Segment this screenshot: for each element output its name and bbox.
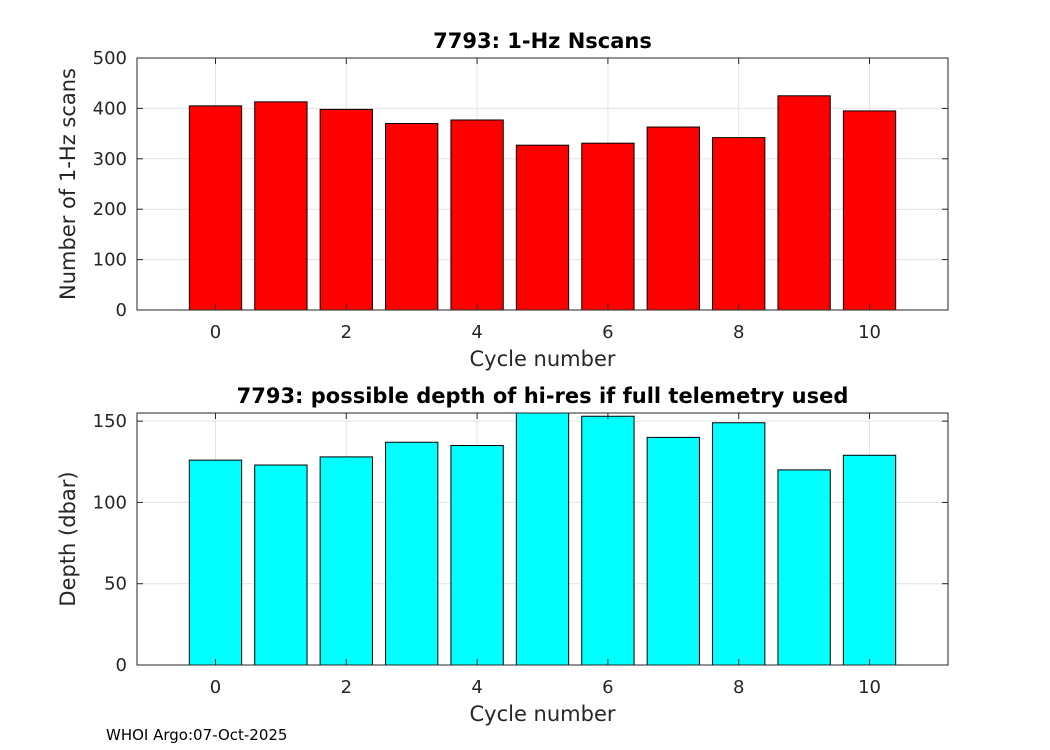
bar-cycle-10 <box>842 454 897 666</box>
y-tick-label: 100 <box>93 492 127 513</box>
x-tick-label: 0 <box>210 322 221 343</box>
y-tick-label: 100 <box>93 250 127 271</box>
y-tick-label: 150 <box>93 411 127 432</box>
y-tick-label: 400 <box>93 98 127 119</box>
bar-cycle-2 <box>319 108 373 311</box>
bar-cycle-4 <box>450 119 504 311</box>
x-tick-label: 2 <box>341 677 352 698</box>
x-tick-label: 2 <box>341 322 352 343</box>
y-axis-label: Depth (dbar) <box>56 471 80 606</box>
x-tick-label: 8 <box>733 677 744 698</box>
x-tick-label: 10 <box>858 677 881 698</box>
x-tick-label: 10 <box>858 322 881 343</box>
x-tick-label: 4 <box>471 677 482 698</box>
bar-cycle-5 <box>515 412 570 666</box>
bar-cycle-8 <box>712 422 766 666</box>
y-axis-label: Number of 1-Hz scans <box>56 68 80 300</box>
bar-cycle-4 <box>450 445 504 666</box>
bar-cycle-10 <box>842 110 897 311</box>
bar-cycle-3 <box>385 441 439 666</box>
bar-cycle-9 <box>777 95 831 311</box>
bar-cycle-0 <box>188 459 243 666</box>
bar-cycle-9 <box>777 469 831 666</box>
y-tick-label: 50 <box>104 574 127 595</box>
bar-cycle-6 <box>581 415 635 666</box>
bar-cycle-1 <box>254 464 308 666</box>
bar-cycle-8 <box>712 137 766 311</box>
x-tick-label: 6 <box>602 322 613 343</box>
x-tick-label: 4 <box>471 322 482 343</box>
y-tick-label: 500 <box>93 48 127 69</box>
axes-box <box>136 412 949 666</box>
footer-credit: WHOI Argo:07-Oct-2025 <box>106 726 288 744</box>
chart-title: 7793: possible depth of hi-res if full t… <box>237 384 849 408</box>
chart-title: 7793: 1-Hz Nscans <box>433 29 652 53</box>
x-axis-label: Cycle number <box>469 702 615 726</box>
bar-cycle-1 <box>254 101 308 311</box>
bar-cycle-6 <box>581 142 635 311</box>
bar-cycle-2 <box>319 456 373 666</box>
bar-cycle-7 <box>646 436 700 666</box>
bar-cycle-5 <box>515 144 570 311</box>
axes-box <box>136 57 949 311</box>
y-tick-label: 300 <box>93 149 127 170</box>
bar-cycle-7 <box>646 126 700 311</box>
bar-cycle-3 <box>385 123 439 311</box>
x-axis-label: Cycle number <box>469 347 615 371</box>
bar-cycle-0 <box>188 105 243 311</box>
y-tick-label: 0 <box>116 300 127 321</box>
y-tick-label: 0 <box>116 655 127 676</box>
x-tick-label: 8 <box>733 322 744 343</box>
y-tick-label: 200 <box>93 199 127 220</box>
x-tick-label: 6 <box>602 677 613 698</box>
x-tick-label: 0 <box>210 677 221 698</box>
